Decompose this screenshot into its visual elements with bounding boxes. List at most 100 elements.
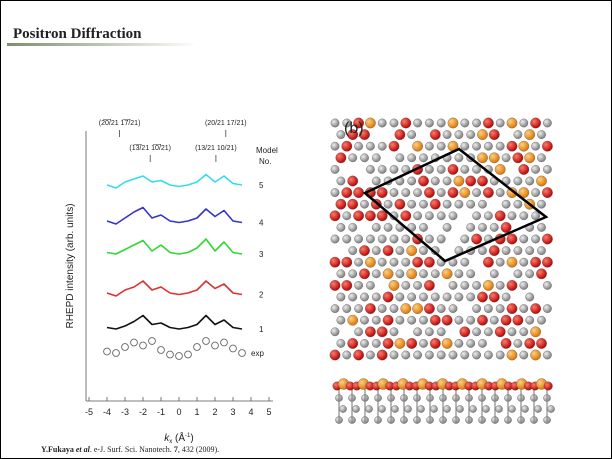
atom — [342, 257, 352, 267]
atom — [378, 405, 385, 412]
atom — [537, 130, 545, 138]
atom — [360, 293, 368, 301]
atom — [530, 257, 540, 267]
atom — [449, 351, 457, 359]
atom — [449, 281, 457, 289]
atom — [472, 351, 480, 359]
atom — [534, 405, 541, 412]
atom — [424, 303, 434, 313]
atom — [478, 246, 486, 254]
atom — [425, 142, 433, 150]
structure-figure — [330, 118, 555, 424]
atom — [543, 119, 551, 127]
atom — [389, 280, 399, 290]
data-point — [221, 339, 228, 346]
atom — [469, 405, 476, 412]
atom — [395, 129, 405, 139]
atom — [396, 293, 404, 301]
annotation-label: (13/21 10/21) — [195, 145, 237, 152]
model-label: No. — [259, 157, 271, 166]
atom — [526, 177, 534, 185]
atom — [425, 165, 433, 173]
atom — [419, 293, 427, 301]
atom — [537, 246, 545, 254]
atom — [353, 211, 363, 221]
atom — [495, 327, 505, 337]
atom — [402, 281, 410, 289]
atom — [390, 351, 398, 359]
annotation-label: (2̅0̅/21 1̅7̅/21) — [99, 119, 141, 127]
atom — [383, 338, 393, 348]
x-tick-label: 2 — [212, 407, 217, 417]
atom — [472, 304, 480, 312]
atom — [407, 338, 417, 348]
atom — [391, 405, 398, 412]
atom — [530, 327, 540, 337]
atom — [543, 351, 551, 359]
x-tick-label: -3 — [121, 407, 129, 417]
atom — [354, 258, 362, 266]
series-label: 1 — [259, 325, 264, 334]
atom — [343, 212, 351, 220]
atom — [437, 119, 445, 127]
atom — [496, 351, 504, 359]
atom — [413, 328, 421, 336]
atom — [472, 188, 480, 196]
atom — [443, 223, 451, 231]
atom — [490, 316, 498, 324]
atom — [402, 258, 410, 266]
series-line — [107, 239, 242, 254]
atom — [455, 316, 463, 324]
data-point — [122, 344, 129, 351]
atom — [430, 405, 437, 412]
atom — [349, 270, 357, 278]
atom — [348, 338, 358, 348]
atom — [448, 187, 458, 197]
atom — [543, 281, 551, 289]
atom — [530, 303, 540, 313]
atom — [354, 281, 362, 289]
atom — [337, 316, 345, 324]
atom — [396, 316, 404, 324]
atom — [424, 187, 434, 197]
atom — [461, 119, 469, 127]
atom — [536, 176, 546, 186]
atom — [507, 303, 517, 313]
atom — [526, 270, 534, 278]
atom — [413, 351, 421, 359]
atom — [418, 176, 428, 186]
atom — [449, 304, 457, 312]
atom — [372, 293, 380, 301]
atom — [508, 212, 516, 220]
atom — [377, 327, 387, 337]
atom — [484, 212, 492, 220]
x-tick-label: 0 — [176, 407, 181, 417]
atom — [507, 118, 517, 128]
atom — [337, 293, 345, 301]
atom — [378, 165, 386, 173]
atom — [390, 304, 398, 312]
atom — [331, 328, 339, 336]
atom — [365, 405, 372, 412]
atom — [520, 351, 528, 359]
atom — [537, 223, 545, 231]
atom — [531, 142, 539, 150]
atom — [402, 188, 410, 196]
atom — [390, 119, 398, 127]
y-axis-label: RHEPD intensity (arb. units) — [65, 203, 76, 328]
atom — [390, 328, 398, 336]
series-label: 3 — [259, 250, 264, 259]
atom — [402, 235, 410, 243]
atom — [542, 187, 552, 197]
atom — [536, 338, 546, 348]
atom — [383, 245, 393, 255]
atom — [425, 351, 433, 359]
atom — [413, 212, 421, 220]
atom — [349, 293, 357, 301]
atom — [408, 154, 416, 162]
atom — [461, 142, 469, 150]
data-point — [140, 342, 147, 349]
atom — [542, 234, 552, 244]
atom — [401, 211, 411, 221]
atom — [419, 154, 427, 162]
